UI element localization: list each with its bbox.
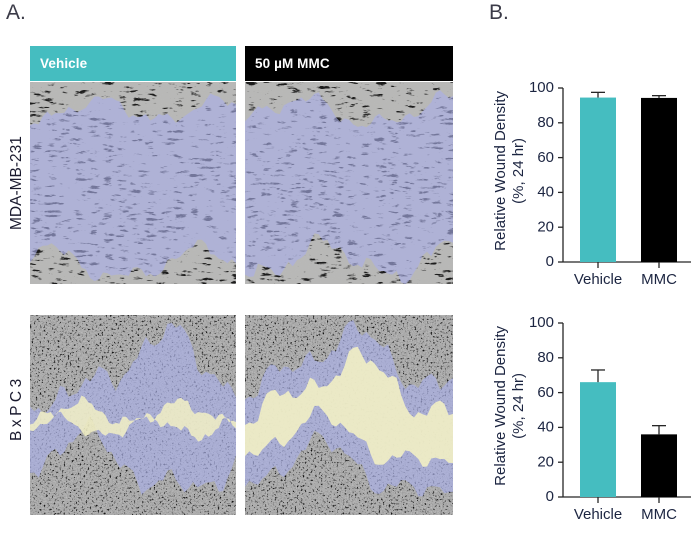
svg-text:60: 60 [537, 384, 554, 401]
svg-text:0: 0 [546, 253, 554, 270]
svg-text:Vehicle: Vehicle [574, 506, 622, 523]
svg-text:60: 60 [537, 149, 554, 166]
svg-text:80: 80 [537, 114, 554, 131]
svg-text:0: 0 [546, 488, 554, 505]
svg-text:40: 40 [537, 184, 554, 201]
svg-text:80: 80 [537, 349, 554, 366]
svg-text:20: 20 [537, 218, 554, 235]
svg-text:40: 40 [537, 419, 554, 436]
svg-text:Vehicle: Vehicle [574, 271, 622, 288]
svg-text:100: 100 [529, 79, 554, 96]
svg-text:MMC: MMC [641, 506, 677, 523]
svg-text:20: 20 [537, 453, 554, 470]
svg-text:100: 100 [529, 314, 554, 331]
svg-text:MMC: MMC [641, 271, 677, 288]
